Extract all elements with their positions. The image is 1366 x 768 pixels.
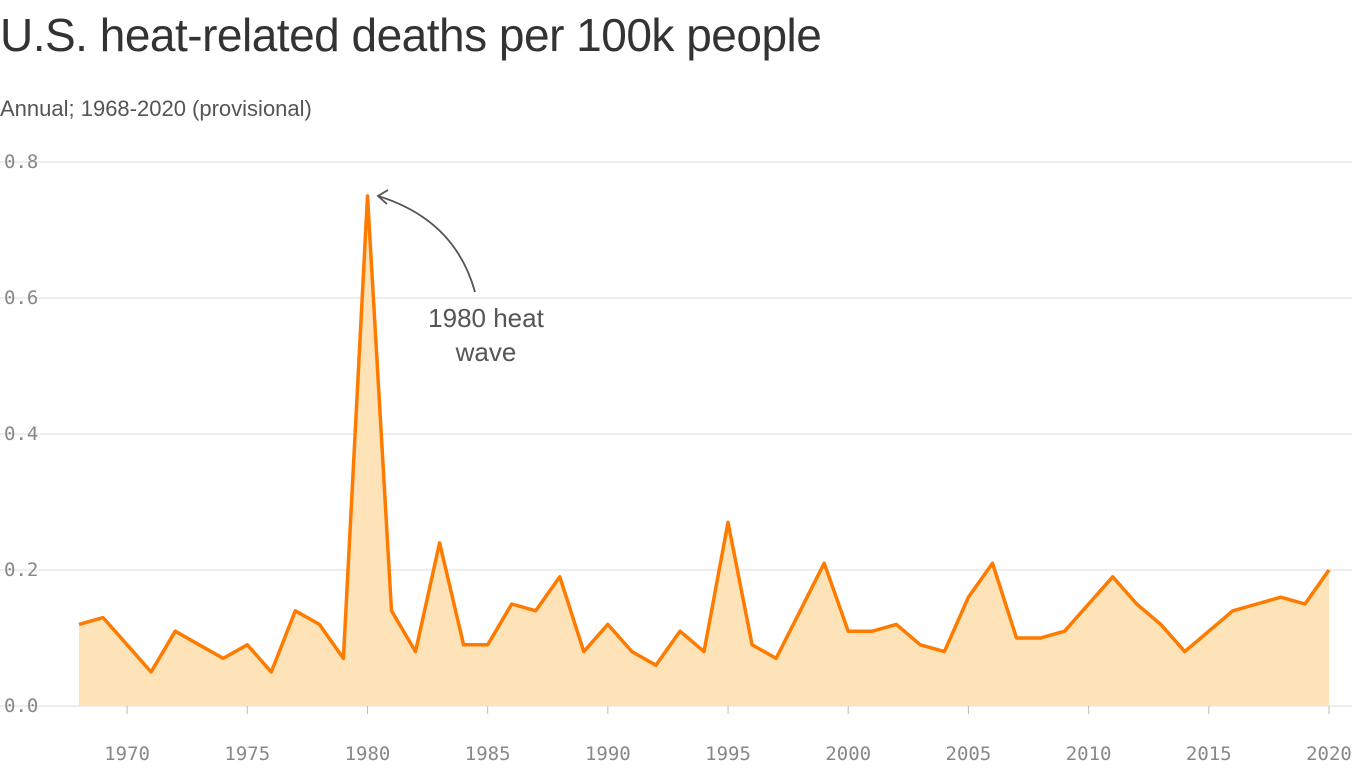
x-tick-label: 2010 — [1066, 743, 1112, 765]
x-tick-label: 2000 — [825, 743, 871, 765]
area-fill — [79, 196, 1329, 706]
x-tick-label: 1980 — [345, 743, 391, 765]
y-tick-label: 0.6 — [4, 287, 38, 309]
chart-subtitle: Annual; 1968-2020 (provisional) — [0, 96, 312, 121]
annotation-label-line2: wave — [455, 337, 517, 367]
chart-title: U.S. heat-related deaths per 100k people — [0, 9, 822, 61]
x-tick-label: 1990 — [585, 743, 631, 765]
annotation-label-line1: 1980 heat — [428, 303, 544, 333]
x-tick-label: 2005 — [946, 743, 992, 765]
x-tick-label: 2020 — [1306, 743, 1352, 765]
x-tick-label: 2015 — [1186, 743, 1232, 765]
y-tick-label: 0.4 — [4, 423, 38, 445]
y-tick-label: 0.2 — [4, 559, 38, 581]
y-tick-label: 0.0 — [4, 695, 38, 717]
x-tick-label: 1995 — [705, 743, 751, 765]
series-line — [78, 194, 1331, 674]
annotation-arrow — [377, 195, 476, 293]
y-tick-label: 0.8 — [4, 151, 38, 173]
x-tick-label: 1970 — [104, 743, 150, 765]
arrow-head-icon — [376, 189, 389, 205]
x-tick-label: 1975 — [224, 743, 270, 765]
x-tick-label: 1985 — [465, 743, 511, 765]
